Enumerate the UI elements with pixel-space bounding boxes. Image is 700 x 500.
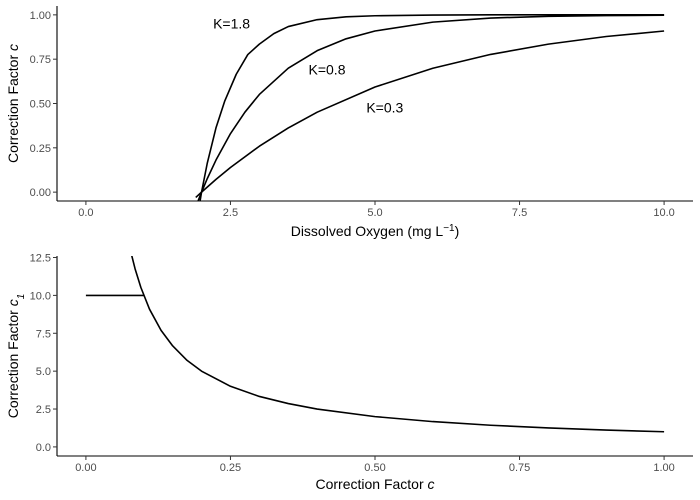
top-curve-labels: K=1.8 K=0.8 K=0.3 [213,15,403,115]
series-line-k-0-3 [195,30,665,199]
top-y-tick-label: 0.25 [30,143,51,155]
top-x-tick-label: 2.5 [223,207,238,219]
top-x-axis-title: Dissolved Oxygen (mg L−1) [291,223,460,240]
top-y-ticks: 0.00 0.25 0.50 0.75 1.00 [30,10,57,199]
bottom-y-tick-label: 7.5 [36,328,51,340]
bottom-y-tick-label: 2.5 [36,404,51,416]
top-y-tick-label: 0.00 [30,187,51,199]
dissolved-oxygen-panel: 0.0 2.5 5.0 7.5 10.0 0.00 0.25 0.50 0.75 1.00 K=… [5,6,693,239]
bottom-y-tick-label: 0.0 [36,442,51,454]
top-series-group [195,14,665,201]
top-y-axis-title: Correction Factor c [5,44,21,163]
curve-label: K=0.3 [366,99,403,115]
top-y-tick-label: 0.50 [30,99,51,111]
bottom-series-line-1 [131,256,665,433]
bottom-y-tick-label: 5.0 [36,366,51,378]
bottom-x-axis-title: Correction Factor c [315,476,434,492]
top-x-tick-label: 7.5 [512,207,527,219]
curve-label: K=1.8 [213,15,250,31]
bottom-y-tick-label: 12.5 [30,253,51,265]
bottom-x-ticks: 0.00 0.25 0.50 0.75 1.00 [75,456,675,474]
top-x-tick-label: 0.0 [78,207,93,219]
top-y-tick-label: 1.00 [30,10,51,22]
bottom-x-tick-label: 0.75 [509,462,530,474]
bottom-y-tick-label: 10.0 [30,290,51,302]
top-x-tick-label: 5.0 [367,207,382,219]
bottom-x-tick-label: 0.25 [220,462,241,474]
bottom-x-tick-label: 1.00 [653,462,674,474]
bottom-x-tick-label: 0.50 [364,462,385,474]
bottom-y-axis-title: Correction Factor c1 [5,294,27,419]
bottom-y-ticks: 0.0 2.5 5.0 7.5 10.0 12.5 [30,253,57,454]
curve-label: K=0.8 [309,61,346,77]
bottom-x-tick-label: 0.00 [75,462,96,474]
bottom-series-group [85,256,665,433]
correction-factor-panel: 0.00 0.25 0.50 0.75 1.00 0.0 2.5 5.0 7.5 10.0 12.… [5,253,693,492]
top-x-tick-label: 10.0 [653,207,674,219]
series-line-k-1-8 [199,14,665,201]
series-line-k-0-8 [197,14,665,201]
top-x-ticks: 0.0 2.5 5.0 7.5 10.0 [78,201,675,219]
top-y-tick-label: 0.75 [30,54,51,66]
